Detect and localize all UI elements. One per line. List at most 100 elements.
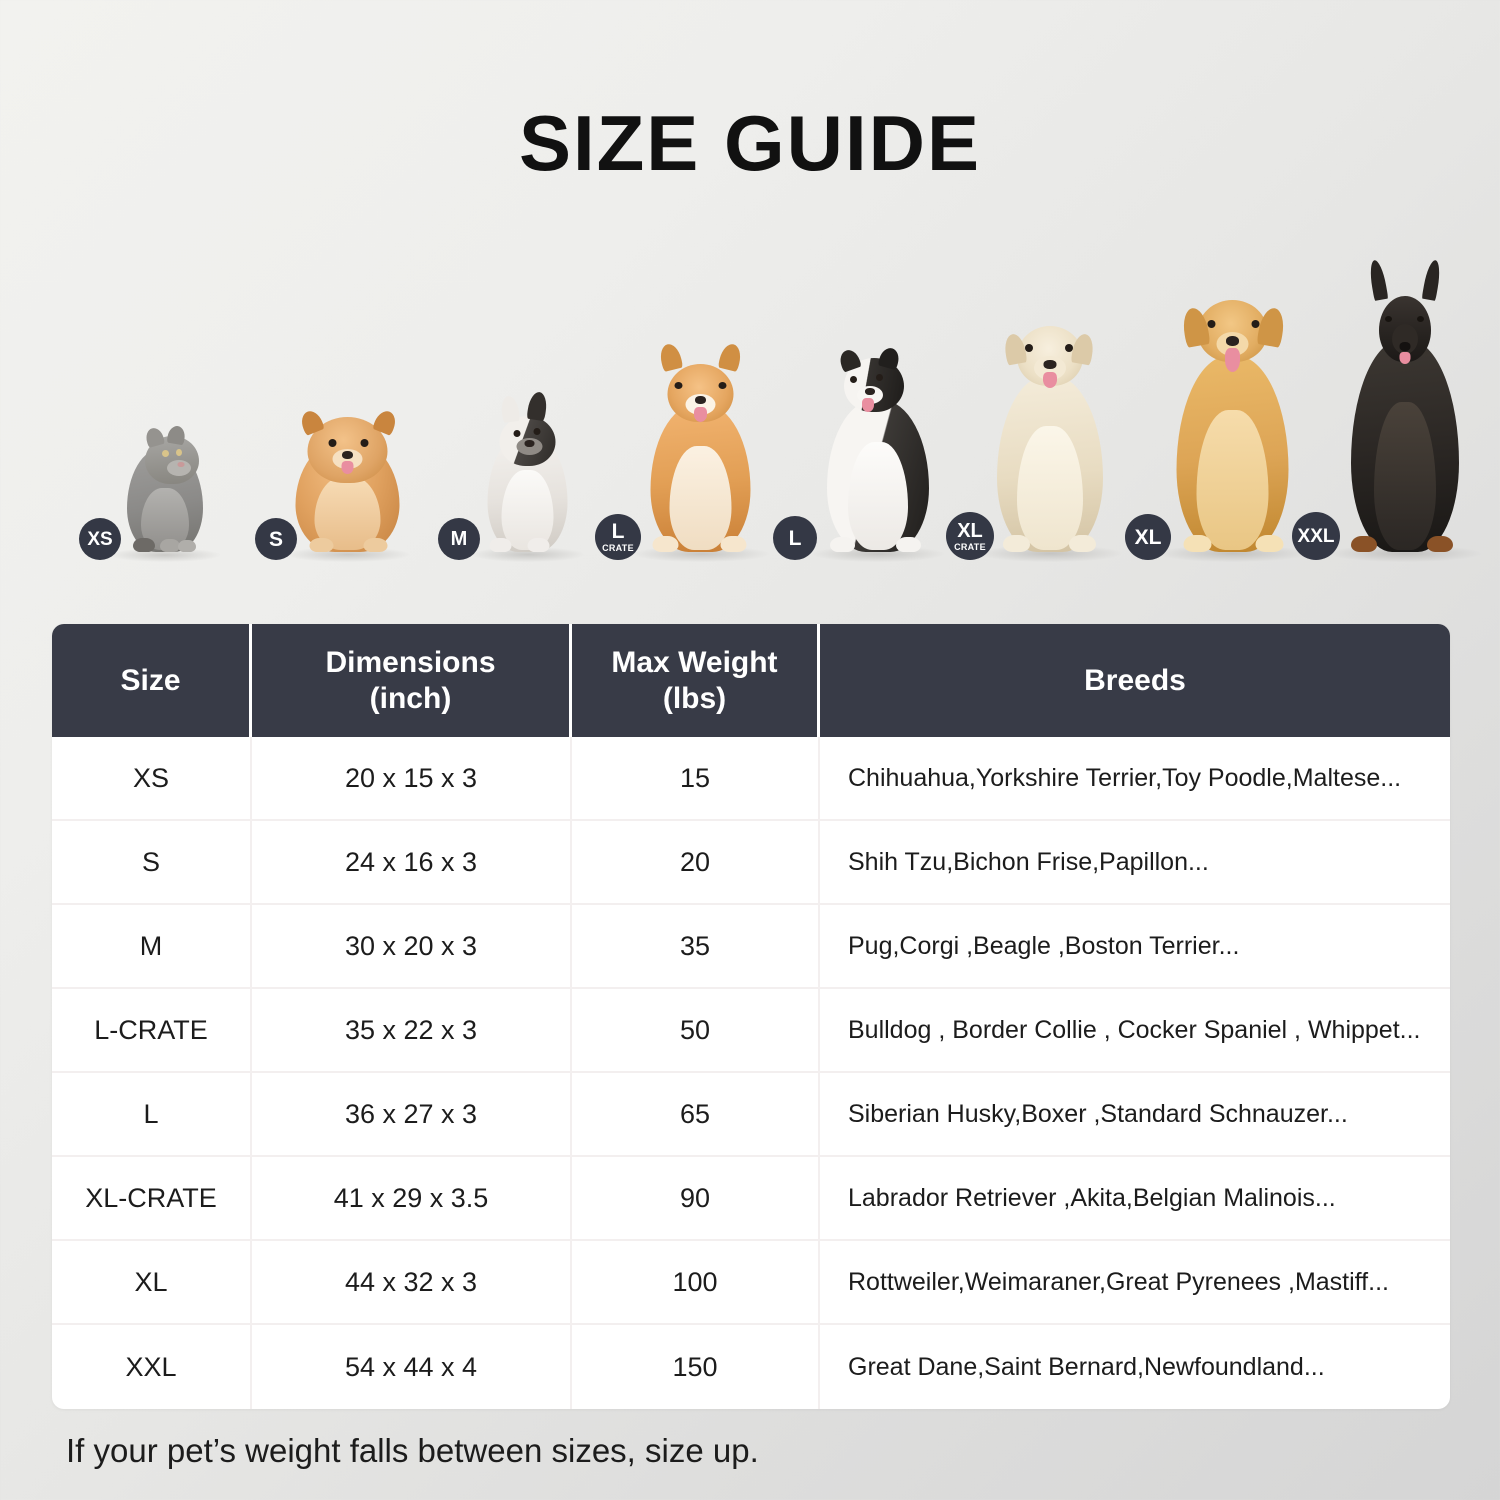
table-row: XS 20 x 15 x 3 15 Chihuahua,Yorkshire Te… — [52, 737, 1450, 821]
cat-eye-left — [162, 450, 169, 457]
size-badge-label: XS — [87, 528, 113, 550]
pom-nose — [342, 451, 353, 459]
collie-paw-right — [896, 537, 921, 552]
size-badge-label: XL — [957, 519, 983, 542]
cell-max-weight: 65 — [572, 1073, 820, 1155]
pom-paw-right — [363, 538, 387, 552]
collie-eye-left — [850, 376, 857, 383]
cell-size: L — [52, 1073, 252, 1155]
animal-xs: XS — [79, 400, 245, 562]
frenchie-nose — [524, 440, 535, 447]
dobe-paw-right — [1427, 536, 1453, 552]
dog-pomeranian-art — [265, 387, 430, 552]
table-row: L-CRATE 35 x 22 x 3 50 Bulldog , Border … — [52, 989, 1450, 1073]
frenchie-paw-left — [489, 538, 511, 552]
cell-breeds: Rottweiler,Weimaraner,Great Pyrenees ,Ma… — [848, 1267, 1389, 1296]
dobe-paw-left — [1351, 536, 1377, 552]
column-header-size: Size — [52, 624, 252, 737]
dobe-tongue — [1399, 352, 1411, 364]
shiba-ear-right — [717, 341, 743, 373]
frenchie-paw-right — [527, 538, 549, 552]
shiba-tongue — [694, 407, 707, 422]
lab-paw-right — [1069, 535, 1096, 552]
cell-max-weight: 15 — [572, 737, 820, 819]
table-row: XXL 54 x 44 x 4 150 Great Dane,Saint Ber… — [52, 1325, 1450, 1409]
column-header-max-weight: Max Weight (lbs) — [572, 624, 820, 737]
golden-tongue — [1225, 348, 1240, 372]
golden-paw-left — [1183, 535, 1211, 552]
cell-size: XL — [52, 1241, 252, 1323]
size-badge-label: L — [611, 520, 625, 543]
size-badge-label: XL — [1134, 525, 1162, 549]
dobe-ear-right — [1421, 259, 1443, 301]
dog-shiba-inu-art — [608, 328, 793, 552]
footer-note: If your pet’s weight falls between sizes… — [66, 1432, 759, 1469]
pom-eye-left — [328, 439, 336, 447]
cell-breeds: Siberian Husky,Boxer ,Standard Schnauzer… — [848, 1099, 1348, 1128]
cat-paw-right — [160, 539, 180, 552]
animal-m: M — [438, 370, 615, 562]
golden-chest — [1196, 410, 1269, 550]
cell-max-weight: 20 — [572, 821, 820, 903]
pom-tongue — [341, 461, 354, 474]
cell-breeds: Great Dane,Saint Bernard,Newfoundland... — [848, 1352, 1325, 1381]
cell-max-weight: 50 — [572, 989, 820, 1071]
animal-s: S — [255, 385, 435, 562]
table-row: L 36 x 27 x 3 65 Siberian Husky,Boxer ,S… — [52, 1073, 1450, 1157]
dobe-eye-right — [1417, 316, 1424, 322]
size-badge-label: S — [268, 527, 283, 551]
shiba-muzzle — [685, 394, 716, 415]
animal-xl: XL — [1125, 275, 1335, 562]
shiba-nose — [695, 396, 706, 404]
frenchie-eye-left — [513, 430, 520, 437]
lab-nose — [1043, 360, 1057, 369]
lab-paw-left — [1003, 535, 1030, 552]
shiba-paw-right — [720, 536, 746, 552]
cell-breeds: Pug,Corgi ,Beagle ,Boston Terrier... — [848, 931, 1240, 960]
size-badge-m: M — [438, 518, 480, 560]
animal-size-lineup: XS S — [55, 259, 1481, 562]
cell-max-weight: 150 — [572, 1325, 820, 1409]
golden-nose — [1226, 336, 1239, 346]
golden-eye-left — [1207, 320, 1215, 328]
size-badge-label: XXL — [1297, 525, 1335, 547]
cat-paw-front — [178, 540, 196, 552]
table-header-row: Size Dimensions (inch) Max Weight (lbs) … — [52, 624, 1450, 737]
column-header-dimensions: Dimensions (inch) — [252, 624, 572, 737]
dobe-nose — [1399, 342, 1411, 351]
table-row: XL 44 x 32 x 3 100 Rottweiler,Weimaraner… — [52, 1241, 1450, 1325]
size-badge-sublabel: CRATE — [954, 541, 986, 552]
pom-muzzle — [332, 449, 363, 469]
cell-dimensions: 36 x 27 x 3 — [252, 1073, 572, 1155]
table-row: M 30 x 20 x 3 35 Pug,Corgi ,Beagle ,Bost… — [52, 905, 1450, 989]
cell-dimensions: 54 x 44 x 4 — [252, 1325, 572, 1409]
frenchie-ear-right — [525, 390, 549, 422]
lab-chest — [1017, 426, 1083, 550]
dog-french-bulldog-art — [445, 372, 610, 552]
collie-eye-right — [876, 374, 883, 381]
shiba-eye-right — [718, 382, 726, 389]
dog-labrador-retriever-art — [955, 298, 1145, 552]
shiba-ear-left — [657, 341, 683, 373]
cat-ear-right — [166, 424, 187, 446]
dobe-ear-left — [1367, 259, 1389, 301]
cell-breeds: Shih Tzu,Bichon Frise,Papillon... — [848, 847, 1209, 876]
size-badge-label: M — [450, 528, 468, 550]
frenchie-chest — [501, 470, 554, 550]
size-table: Size Dimensions (inch) Max Weight (lbs) … — [52, 624, 1450, 1409]
size-badge-s: S — [255, 518, 297, 560]
dog-border-collie-art — [788, 328, 968, 552]
size-badge-xxl: XXL — [1292, 512, 1340, 560]
animal-xl-crate: XL CRATE — [946, 295, 1150, 562]
collie-chest — [848, 442, 908, 550]
shiba-chest — [669, 446, 732, 550]
lab-tongue — [1043, 372, 1057, 388]
page-title: SIZE GUIDE — [518, 99, 982, 187]
table-row: S 24 x 16 x 3 20 Shih Tzu,Bichon Frise,P… — [52, 821, 1450, 905]
dobe-chest — [1374, 402, 1436, 550]
cat-paw-left — [133, 538, 155, 552]
collie-nose — [865, 388, 875, 395]
cell-max-weight: 35 — [572, 905, 820, 987]
dobe-eye-left — [1385, 316, 1392, 322]
cell-dimensions: 30 x 20 x 3 — [252, 905, 572, 987]
